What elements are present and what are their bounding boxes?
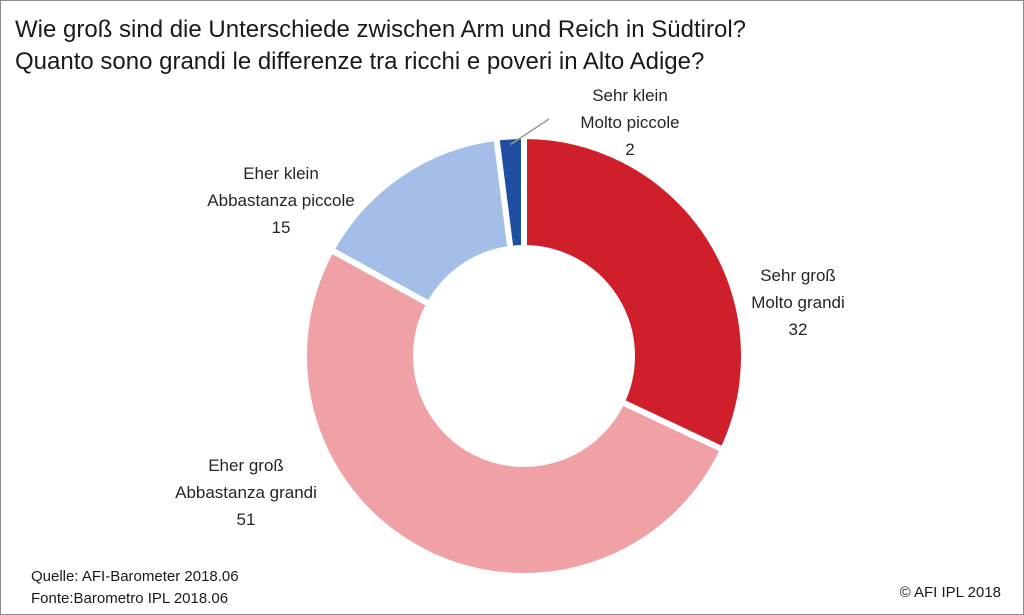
slice-0-label-it: Molto grandi [751,293,845,312]
source-de: Quelle: AFI-Barometer 2018.06 [31,568,239,585]
slice-1-value: 51 [237,510,256,529]
slice-1 [301,245,728,579]
slice-2-label-de: Eher klein [243,164,319,183]
slice-0-value: 32 [789,320,808,339]
slice-2-label-it: Abbastanza piccole [207,191,354,210]
copyright: © AFI IPL 2018 [899,584,1001,601]
chart-title-it: Quanto sono grandi le differenze tra ric… [15,48,705,75]
slice-1-label-it: Abbastanza grandi [175,483,317,502]
slice-3-value: 2 [625,140,634,159]
slice-2 [327,134,514,309]
slice-3-label-de: Sehr klein [592,86,668,105]
slice-0 [521,132,747,454]
slice-0-label-de: Sehr groß [760,266,836,285]
chart-title-de: Wie groß sind die Unterschiede zwischen … [15,16,747,43]
slice-1-label-de: Eher groß [208,456,284,475]
source-it: Fonte:Barometro IPL 2018.06 [31,590,229,607]
slice-3-label-it: Molto piccole [580,113,679,132]
leader-line-3 [510,118,550,146]
slice-3 [493,132,527,253]
slice-2-value: 15 [272,218,291,237]
